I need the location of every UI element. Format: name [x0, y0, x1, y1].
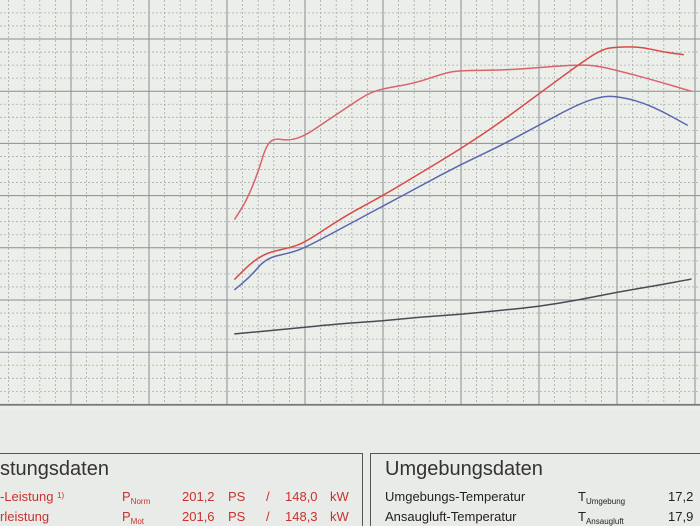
performance-label: -Leistung	[0, 489, 54, 504]
intake-temp-symbol: TAnsaugluft	[578, 509, 624, 526]
power-kw-value: 148,3	[285, 509, 318, 524]
symbol-letter: P	[122, 509, 131, 524]
symbol-subscript: Ansaugluft	[585, 517, 624, 526]
power-kw-unit: kW	[330, 489, 349, 504]
series-line-3	[234, 278, 692, 335]
separator: /	[266, 509, 270, 524]
ambient-temp-value: 17,2	[668, 489, 694, 504]
power-ps-unit: PS	[228, 509, 246, 524]
symbol-letter: P	[122, 489, 131, 504]
intake-temp-value: 17,9	[668, 509, 694, 524]
performance-label: rleistung	[0, 509, 50, 524]
performance-panel: stungsdaten -Leistung 1) PNorm 201,2 PS …	[0, 453, 363, 526]
power-kw-unit: kW	[330, 509, 349, 524]
performance-row-mot: rleistung	[0, 509, 49, 524]
ambient-panel: Umgebungsdaten Umgebungs-Temperatur TUmg…	[370, 453, 700, 526]
series-line-1	[234, 46, 685, 280]
dyno-chart: 01000200030004000500060007000800090	[0, 0, 700, 406]
symbol-p-norm: PNorm	[122, 489, 150, 506]
ambient-panel-title: Umgebungsdaten	[385, 458, 543, 480]
series-line-0	[234, 64, 692, 220]
power-kw-value: 148,0	[285, 489, 318, 504]
chart-svg: 01000200030004000500060007000800090	[0, 0, 700, 406]
performance-panel-title: stungsdaten	[0, 458, 109, 480]
symbol-subscript: Mot	[130, 517, 145, 526]
symbol-letter: T	[578, 489, 586, 504]
ambient-temp-label: Umgebungs-Temperatur	[385, 489, 526, 504]
series-line-2	[234, 95, 688, 291]
separator: /	[266, 489, 270, 504]
ambient-temp-symbol: TUmgebung	[578, 489, 625, 506]
intake-temp-label: Ansaugluft-Temperatur	[385, 509, 517, 524]
symbol-letter: T	[578, 509, 586, 524]
footnote-marker: 1)	[57, 491, 65, 500]
performance-row-norm: -Leistung 1)	[0, 489, 64, 504]
power-ps-value: 201,2	[182, 489, 215, 504]
symbol-subscript: Norm	[130, 497, 151, 506]
power-ps-value: 201,6	[182, 509, 215, 524]
symbol-subscript: Umgebung	[585, 497, 626, 506]
power-ps-unit: PS	[228, 489, 246, 504]
symbol-p-mot: PMot	[122, 509, 144, 526]
